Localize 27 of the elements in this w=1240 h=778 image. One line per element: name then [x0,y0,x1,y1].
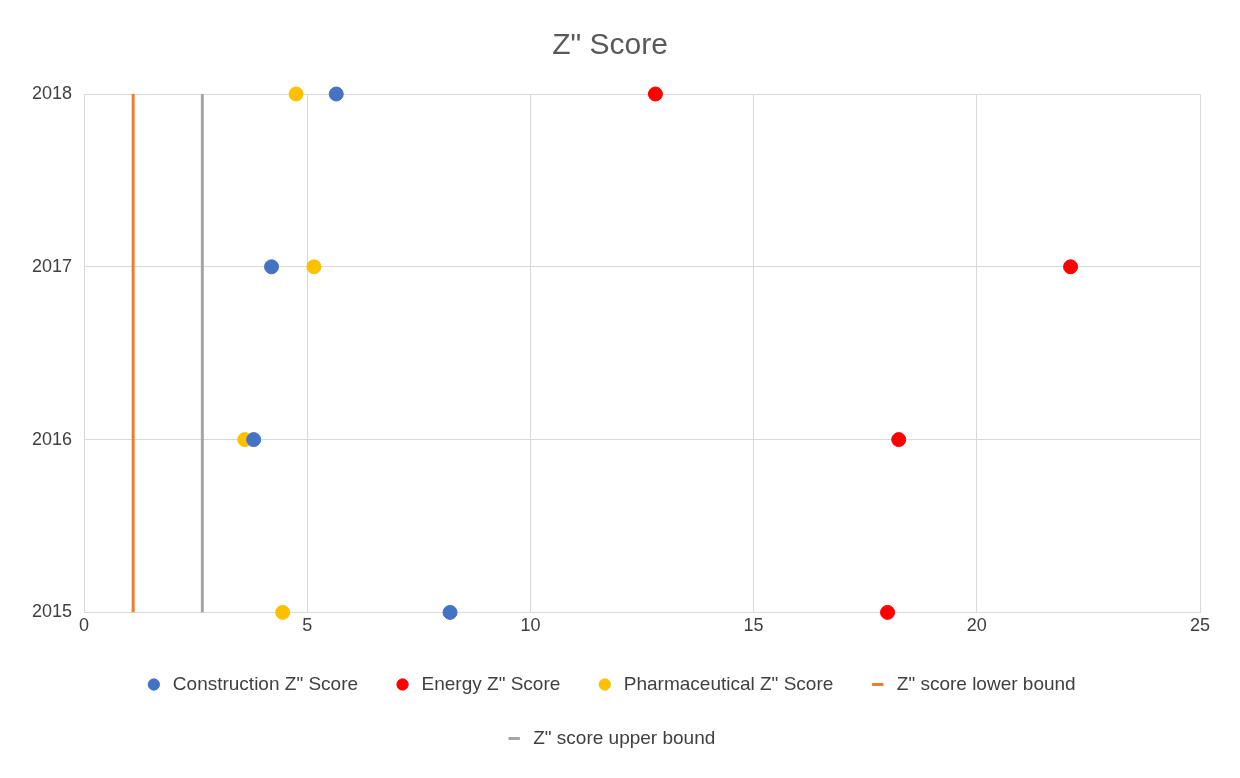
point [306,259,322,275]
x-tick-label: 15 [743,615,764,636]
x-tick-label: 20 [966,615,987,636]
x-tick-label: 0 [79,615,90,636]
chart-title: Z" Score [552,27,668,61]
point [288,86,304,102]
legend-label: Pharmaceutical Z" Score [623,672,834,694]
legend-label: Z" score lower bound [896,672,1076,694]
y-tick-label: 2017 [32,255,73,276]
legend-label: Z" score upper bound [533,726,716,748]
point [328,86,344,102]
point [647,86,663,102]
x-tick-label: 10 [520,615,541,636]
point [1063,259,1079,275]
legend-label: Construction Z" Score [172,672,359,694]
point [891,432,907,448]
y-tick-label: 2015 [32,601,73,622]
y-tick-label: 2016 [32,428,73,449]
legend-label: Energy Z" Score [421,672,561,694]
x-tick-label: 5 [302,615,313,636]
x-tick-label: 25 [1189,615,1211,636]
point [442,604,458,620]
point [275,604,291,620]
point [246,432,262,448]
point [264,259,280,275]
point [880,604,896,620]
y-tick-label: 2018 [32,82,73,103]
